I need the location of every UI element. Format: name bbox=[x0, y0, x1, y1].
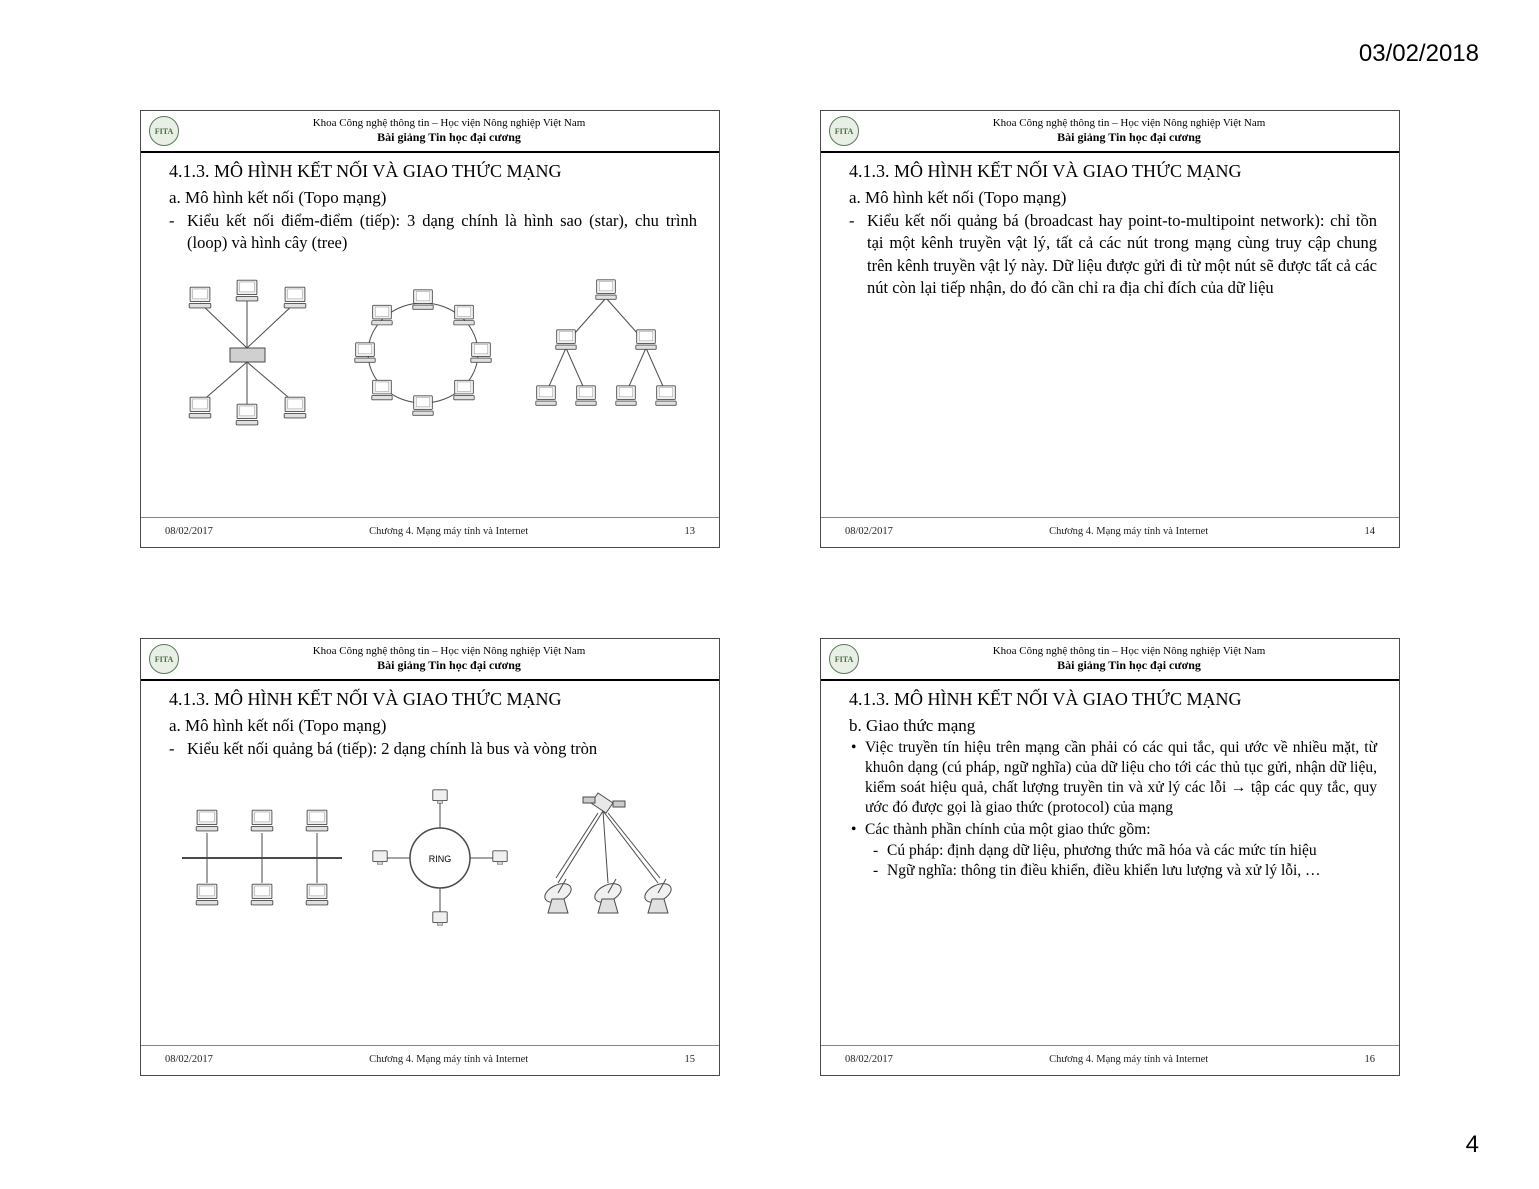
body-content: Kiểu kết nối quảng bá (tiếp): 2 dạng chí… bbox=[187, 739, 597, 758]
star-topology-icon bbox=[170, 273, 325, 433]
header-institution: Khoa Công nghệ thông tin – Học viện Nông… bbox=[867, 117, 1391, 130]
slide-title: 4.1.3. MÔ HÌNH KẾT NỐI VÀ GIAO THỨC MẠNG bbox=[849, 689, 1377, 710]
body-content: Kiểu kết nối điểm-điểm (tiếp): 3 dạng ch… bbox=[187, 211, 697, 252]
footer-date: 08/02/2017 bbox=[845, 1054, 893, 1065]
slide-footer: 08/02/2017 Chương 4. Mạng máy tính và In… bbox=[141, 1045, 719, 1075]
header-course: Bài giảng Tin học đại cương bbox=[867, 658, 1391, 672]
slide-title: 4.1.3. MÔ HÌNH KẾT NỐI VÀ GIAO THỨC MẠNG bbox=[849, 161, 1377, 182]
slide-16: FITA Khoa Công nghệ thông tin – Học viện… bbox=[820, 638, 1400, 1076]
header-text: Khoa Công nghệ thông tin – Học viện Nông… bbox=[867, 645, 1391, 673]
logo-icon: FITA bbox=[829, 116, 859, 146]
footer-chapter: Chương 4. Mạng máy tính và Internet bbox=[893, 526, 1365, 537]
header-course: Bài giảng Tin học đại cương bbox=[187, 130, 711, 144]
slide-13: FITA Khoa Công nghệ thông tin – Học viện… bbox=[140, 110, 720, 548]
tree-topology-icon bbox=[521, 268, 691, 438]
slide-15: FITA Khoa Công nghệ thông tin – Học viện… bbox=[140, 638, 720, 1076]
slide-body-text: -Kiểu kết nối điểm-điểm (tiếp): 3 dạng c… bbox=[187, 210, 697, 255]
ring-topology-icon: RING bbox=[370, 783, 510, 933]
slide-subtitle: b. Giao thức mạng bbox=[849, 716, 1377, 736]
header-text: Khoa Công nghệ thông tin – Học viện Nông… bbox=[187, 117, 711, 145]
footer-date: 08/02/2017 bbox=[165, 526, 213, 537]
ring-label: RING bbox=[429, 854, 452, 864]
slide-title: 4.1.3. MÔ HÌNH KẾT NỐI VÀ GIAO THỨC MẠNG bbox=[169, 161, 697, 182]
slide-body: 4.1.3. MÔ HÌNH KẾT NỐI VÀ GIAO THỨC MẠNG… bbox=[821, 153, 1399, 517]
slide-header: FITA Khoa Công nghệ thông tin – Học viện… bbox=[821, 111, 1399, 153]
footer-chapter: Chương 4. Mạng máy tính và Internet bbox=[213, 1054, 685, 1065]
topology-diagrams bbox=[163, 263, 697, 443]
bullet-1: Việc truyền tín hiệu trên mạng cần phải … bbox=[865, 738, 1377, 819]
loop-topology-icon bbox=[338, 268, 508, 438]
page-number: 4 bbox=[1466, 1131, 1479, 1159]
logo-icon: FITA bbox=[149, 116, 179, 146]
header-institution: Khoa Công nghệ thông tin – Học viện Nông… bbox=[187, 117, 711, 130]
logo-icon: FITA bbox=[829, 644, 859, 674]
sub-bullet-1: Cú pháp: định dạng dữ liệu, phương thức … bbox=[887, 841, 1377, 861]
logo-icon: FITA bbox=[149, 644, 179, 674]
satellite-topology-icon bbox=[528, 783, 688, 933]
footer-date: 08/02/2017 bbox=[165, 1054, 213, 1065]
footer-chapter: Chương 4. Mạng máy tính và Internet bbox=[893, 1054, 1365, 1065]
slide-header: FITA Khoa Công nghệ thông tin – Học viện… bbox=[141, 639, 719, 681]
slide-subtitle: a. Mô hình kết nối (Topo mạng) bbox=[169, 716, 697, 736]
slides-grid: FITA Khoa Công nghệ thông tin – Học viện… bbox=[140, 110, 1400, 1076]
slide-body-text: -Kiểu kết nối quảng bá (broadcast hay po… bbox=[867, 210, 1377, 299]
header-course: Bài giảng Tin học đại cương bbox=[867, 130, 1391, 144]
header-course: Bài giảng Tin học đại cương bbox=[187, 658, 711, 672]
slide-footer: 08/02/2017 Chương 4. Mạng máy tính và In… bbox=[821, 1045, 1399, 1075]
slide-body: 4.1.3. MÔ HÌNH KẾT NỐI VÀ GIAO THỨC MẠNG… bbox=[141, 681, 719, 1045]
slide-subtitle: a. Mô hình kết nối (Topo mạng) bbox=[849, 188, 1377, 208]
slide-body-text: -Kiểu kết nối quảng bá (tiếp): 2 dạng ch… bbox=[187, 738, 697, 760]
bus-topology-icon bbox=[172, 783, 352, 933]
slide-header: FITA Khoa Công nghệ thông tin – Học viện… bbox=[821, 639, 1399, 681]
body-content: Kiểu kết nối quảng bá (broadcast hay poi… bbox=[867, 211, 1377, 297]
slide-footer: 08/02/2017 Chương 4. Mạng máy tính và In… bbox=[141, 517, 719, 547]
broadcast-diagrams: RING bbox=[163, 768, 697, 948]
footer-page: 14 bbox=[1365, 526, 1376, 537]
header-text: Khoa Công nghệ thông tin – Học viện Nông… bbox=[187, 645, 711, 673]
footer-page: 15 bbox=[685, 1054, 696, 1065]
slide-subtitle: a. Mô hình kết nối (Topo mạng) bbox=[169, 188, 697, 208]
slide-14: FITA Khoa Công nghệ thông tin – Học viện… bbox=[820, 110, 1400, 548]
slide-body: 4.1.3. MÔ HÌNH KẾT NỐI VÀ GIAO THỨC MẠNG… bbox=[141, 153, 719, 517]
slide-header: FITA Khoa Công nghệ thông tin – Học viện… bbox=[141, 111, 719, 153]
header-institution: Khoa Công nghệ thông tin – Học viện Nông… bbox=[867, 645, 1391, 658]
slide-title: 4.1.3. MÔ HÌNH KẾT NỐI VÀ GIAO THỨC MẠNG bbox=[169, 689, 697, 710]
bullet-2: Các thành phần chính của một giao thức g… bbox=[865, 820, 1377, 840]
slide-body: 4.1.3. MÔ HÌNH KẾT NỐI VÀ GIAO THỨC MẠNG… bbox=[821, 681, 1399, 1045]
footer-page: 16 bbox=[1365, 1054, 1376, 1065]
sub-bullet-2: Ngữ nghĩa: thông tin điều khiển, điều kh… bbox=[887, 861, 1377, 881]
header-institution: Khoa Công nghệ thông tin – Học viện Nông… bbox=[187, 645, 711, 658]
footer-date: 08/02/2017 bbox=[845, 526, 893, 537]
header-text: Khoa Công nghệ thông tin – Học viện Nông… bbox=[867, 117, 1391, 145]
slide-footer: 08/02/2017 Chương 4. Mạng máy tính và In… bbox=[821, 517, 1399, 547]
footer-page: 13 bbox=[685, 526, 696, 537]
page-date: 03/02/2018 bbox=[1359, 40, 1479, 68]
footer-chapter: Chương 4. Mạng máy tính và Internet bbox=[213, 526, 685, 537]
